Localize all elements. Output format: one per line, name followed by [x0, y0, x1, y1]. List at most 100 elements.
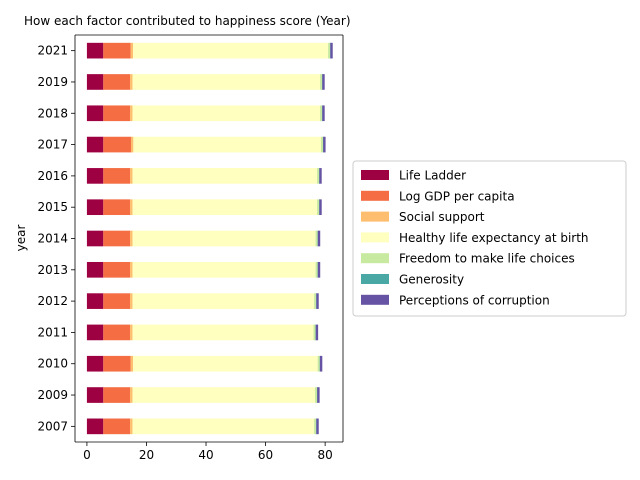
- bar-segment-2019-4: [320, 74, 323, 90]
- bar-segment-2018-4: [320, 105, 323, 122]
- bar-segment-2012-3: [132, 293, 315, 309]
- legend-swatch: [361, 211, 389, 222]
- bar-segment-2015-6: [319, 199, 322, 216]
- legend-swatch: [361, 170, 389, 180]
- bar-segment-2011-6: [315, 324, 319, 341]
- bar-segment-2011-2: [130, 324, 133, 341]
- bar-segment-2016-6: [319, 168, 322, 184]
- bar-segment-2016-1: [103, 168, 131, 184]
- bar-segment-2019-3: [132, 74, 321, 90]
- bar-segment-2010-3: [133, 355, 318, 372]
- bar-segment-2021-4: [328, 42, 331, 59]
- bar-segment-2009-1: [103, 387, 131, 403]
- y-tick-label: 2007: [37, 419, 68, 433]
- bar-segment-2010-0: [86, 355, 104, 372]
- chart-title: How each factor contributed to happiness…: [24, 14, 351, 28]
- bar-segment-2007-1: [103, 418, 131, 435]
- bar-segment-2012-4: [314, 293, 317, 309]
- bar-segment-2013-2: [130, 261, 133, 278]
- bar-segment-2013-4: [315, 261, 318, 278]
- y-tick-label: 2012: [37, 294, 68, 308]
- bar-segment-2019-1: [103, 74, 131, 90]
- bar-segment-2015-0: [86, 199, 104, 216]
- bar-segment-2013-6: [317, 261, 321, 278]
- bar-segment-2010-2: [130, 355, 134, 372]
- y-tick-label: 2015: [37, 200, 68, 214]
- bar-segment-2018-0: [86, 105, 104, 122]
- bar-segment-2017-3: [133, 136, 321, 153]
- bar-segment-2013-0: [86, 261, 104, 278]
- y-axis-label: year: [14, 225, 28, 252]
- bar-segment-2018-3: [132, 105, 321, 122]
- legend-swatch: [361, 232, 389, 243]
- bar-segment-2011-3: [132, 324, 314, 341]
- bar-segment-2014-2: [130, 230, 133, 247]
- y-tick-label: 2016: [37, 169, 68, 183]
- y-tick-label: 2014: [37, 232, 68, 246]
- bar-segment-2018-1: [103, 105, 131, 122]
- bar-segment-2010-1: [103, 355, 131, 372]
- bar-segment-2019-2: [130, 74, 133, 90]
- bar-segment-2016-2: [130, 168, 133, 184]
- legend-label: Social support: [399, 210, 485, 224]
- y-tick-label: 2013: [37, 263, 68, 277]
- x-tick-label: 60: [258, 448, 273, 462]
- bar-segment-2016-3: [132, 168, 318, 184]
- bar-segment-2021-2: [130, 42, 134, 59]
- y-tick-label: 2019: [37, 75, 68, 89]
- bar-segment-2009-0: [86, 387, 104, 403]
- x-tick-label: 80: [317, 448, 332, 462]
- bar-segment-2009-2: [130, 387, 133, 403]
- y-tick-label: 2021: [37, 44, 68, 58]
- bar-segment-2007-4: [314, 418, 317, 435]
- bar-segment-2015-4: [317, 199, 320, 216]
- bar-segment-2015-2: [130, 199, 133, 216]
- bar-segment-2015-1: [103, 199, 131, 216]
- bar-segment-2013-1: [103, 261, 131, 278]
- legend-label: Healthy life expectancy at birth: [399, 231, 589, 245]
- y-tick-label: 2009: [37, 388, 68, 402]
- bar-segment-2007-0: [86, 418, 104, 435]
- bar-segment-2009-3: [132, 387, 316, 403]
- y-tick-label: 2018: [37, 106, 68, 120]
- legend-frame: [352, 160, 627, 317]
- bar-segment-2012-0: [86, 293, 104, 309]
- bar-segment-2017-4: [320, 136, 324, 153]
- legend-swatch: [361, 253, 389, 264]
- bar-segment-2016-0: [86, 168, 104, 184]
- x-tick-label: 40: [198, 448, 213, 462]
- bar-segment-2009-6: [317, 387, 320, 403]
- legend-label: Freedom to make life choices: [399, 252, 575, 266]
- bar-segment-2010-6: [319, 355, 323, 372]
- legend-label: Perceptions of corruption: [399, 293, 550, 307]
- bar-segment-2014-4: [315, 230, 318, 247]
- bar-segment-2011-0: [86, 324, 104, 341]
- bar-segment-2018-2: [130, 105, 133, 122]
- bar-segment-2017-0: [86, 136, 104, 153]
- bar-segment-2014-6: [317, 230, 321, 247]
- bar-segment-2014-1: [103, 230, 131, 247]
- bar-segment-2012-6: [316, 293, 319, 309]
- bars-group: [86, 42, 333, 435]
- legend-swatch: [361, 294, 389, 305]
- bar-segment-2007-6: [316, 418, 319, 435]
- legend-swatch: [361, 274, 389, 284]
- bar-segment-2018-6: [322, 105, 325, 122]
- legend-swatch: [361, 190, 389, 201]
- bar-segment-2012-1: [103, 293, 131, 309]
- bar-segment-2017-1: [103, 136, 131, 153]
- bar-segment-2007-3: [132, 418, 315, 435]
- bar-segment-2011-4: [313, 324, 316, 341]
- bar-segment-2009-4: [315, 387, 318, 403]
- bar-segment-2014-0: [86, 230, 104, 247]
- bar-segment-2011-1: [103, 324, 131, 341]
- bar-segment-2021-1: [103, 42, 131, 59]
- legend: Life Ladder Log GDP per capita Social supp…: [352, 160, 627, 317]
- x-tick-label: 0: [83, 448, 91, 462]
- legend-label: Life Ladder: [399, 169, 466, 183]
- legend-label: Generosity: [399, 273, 464, 287]
- bar-segment-2017-2: [130, 136, 134, 153]
- legend-label: Log GDP per capita: [399, 189, 515, 203]
- bar-segment-2010-4: [317, 355, 320, 372]
